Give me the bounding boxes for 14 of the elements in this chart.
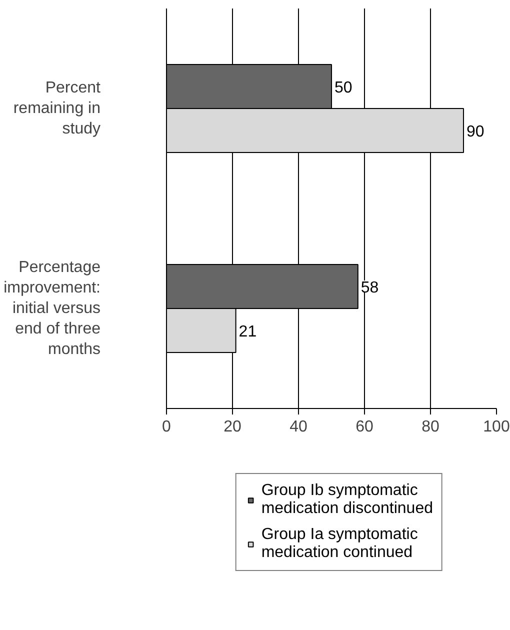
data-label: 21 [238,324,257,340]
x-tick-label: 40 [290,418,308,436]
x-tick-label: 60 [356,418,374,436]
x-tick-label: 80 [422,418,440,436]
x-tick-label: 20 [224,418,242,436]
legend-label: Group Ia symptomatic medication continued [261,526,418,562]
x-tick-label: 0 [162,418,172,436]
x-tick-label: 100 [483,418,510,436]
data-label: 50 [334,80,352,96]
legend-label: Group Ib symptomatic medication discontinued [261,482,433,518]
data-label: 58 [360,280,379,296]
data-label: 90 [466,124,484,140]
y-tick-label: Percent remaining in study [13,80,102,138]
y-tick-label: Percentage improvement: initial versus end of three months [4,259,101,358]
